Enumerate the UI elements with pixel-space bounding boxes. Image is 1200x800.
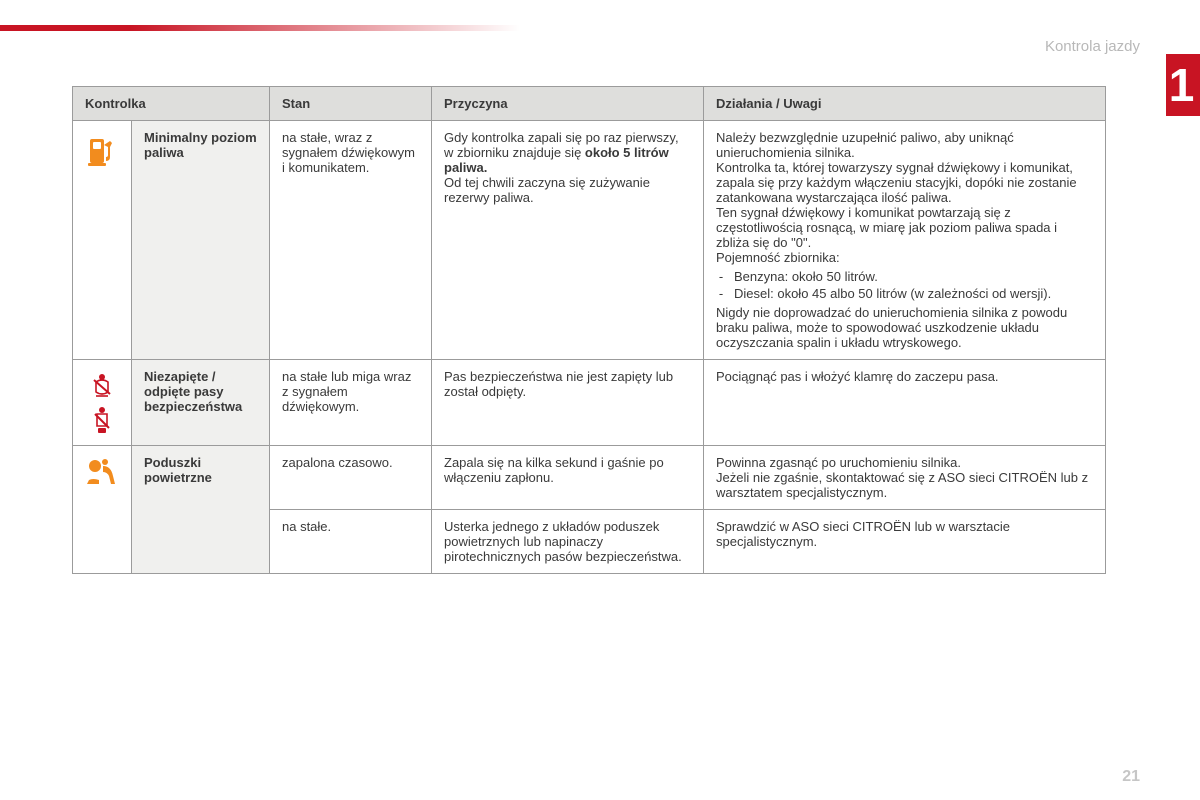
fuel-dz-p1: Należy bezwzględnie uzupełnić paliwo, ab…	[716, 130, 1014, 160]
table-row: Poduszki powietrzne zapalona czasowo. Za…	[73, 446, 1106, 510]
airbag-dz1a: Powinna zgasnąć po uruchomieniu silnika.	[716, 455, 961, 470]
section-title: Kontrola jazdy	[1045, 38, 1140, 55]
fuel-stan: na stałe, wraz z sygnałem dźwiękowym i k…	[270, 121, 432, 360]
fuel-dz-p2: Kontrolka ta, której towarzyszy sygnał d…	[716, 160, 1077, 205]
fuel-tank-li1: Benzyna: około 50 litrów.	[734, 269, 1093, 284]
page-number: 21	[1122, 768, 1140, 786]
airbag-przy2: Usterka jednego z układów poduszek powie…	[432, 510, 704, 574]
fuel-przyczyna: Gdy kontrolka zapali się po raz pierwszy…	[432, 121, 704, 360]
airbag-przy1: Zapala się na kilka sekund i gaśnie po w…	[432, 446, 704, 510]
fuel-tank-list: Benzyna: około 50 litrów. Diesel: około …	[718, 269, 1093, 301]
airbag-icon-cell	[73, 446, 132, 574]
header-dzialania: Działania / Uwagi	[704, 87, 1106, 121]
warning-lights-table: Kontrolka Stan Przyczyna Działania / Uwa…	[72, 86, 1106, 574]
airbag-dz1: Powinna zgasnąć po uruchomieniu silnika.…	[704, 446, 1106, 510]
fuel-name: Minimalny poziom paliwa	[132, 121, 270, 360]
table-header-row: Kontrolka Stan Przyczyna Działania / Uwa…	[73, 87, 1106, 121]
fuel-dz-p4: Pojemność zbiornika:	[716, 250, 840, 265]
fuel-przy-post: Od tej chwili zaczyna się zużywanie reze…	[444, 175, 650, 205]
seatbelt-unfastened-icon	[87, 372, 117, 400]
belt-dzialania: Pociągnąć pas i włożyć klamrę do zaczepu…	[704, 360, 1106, 446]
belt-stan: na stałe lub miga wraz z sygnałem dźwięk…	[270, 360, 432, 446]
header-kontrolka: Kontrolka	[73, 87, 270, 121]
fuel-icon-cell	[73, 121, 132, 360]
fuel-dz-p5: Nigdy nie doprowadzać do unieruchomienia…	[716, 305, 1067, 350]
airbag-dz1b: Jeżeli nie zgaśnie, skontaktować się z A…	[716, 470, 1088, 500]
chapter-number: 1	[1166, 54, 1200, 116]
airbag-dz2: Sprawdzić w ASO sieci CITROËN lub w wars…	[704, 510, 1106, 574]
airbag-stan1: zapalona czasowo.	[270, 446, 432, 510]
fuel-dz-p3: Ten sygnał dźwiękowy i komunikat powtarz…	[716, 205, 1057, 250]
belt-name: Niezapięte / odpięte pasy bezpieczeństwa	[132, 360, 270, 446]
belt-przyczyna: Pas bezpieczeństwa nie jest zapięty lub …	[432, 360, 704, 446]
seatbelt-icon-cell	[73, 360, 132, 446]
top-stripe	[0, 25, 520, 31]
fuel-tank-li2: Diesel: około 45 albo 50 litrów (w zależ…	[734, 286, 1093, 301]
table-row: Minimalny poziom paliwa na stałe, wraz z…	[73, 121, 1106, 360]
fuel-icon	[86, 133, 118, 167]
header-stan: Stan	[270, 87, 432, 121]
fuel-dzialania: Należy bezwzględnie uzupełnić paliwo, ab…	[704, 121, 1106, 360]
header-przyczyna: Przyczyna	[432, 87, 704, 121]
page: Kontrola jazdy 1 Kontrolka Stan Przyczyn…	[0, 0, 1200, 800]
airbag-stan2: na stałe.	[270, 510, 432, 574]
airbag-name: Poduszki powietrzne	[132, 446, 270, 574]
seatbelt-fastened-icon	[89, 406, 115, 436]
airbag-icon	[85, 458, 119, 486]
table-row: Niezapięte / odpięte pasy bezpieczeństwa…	[73, 360, 1106, 446]
